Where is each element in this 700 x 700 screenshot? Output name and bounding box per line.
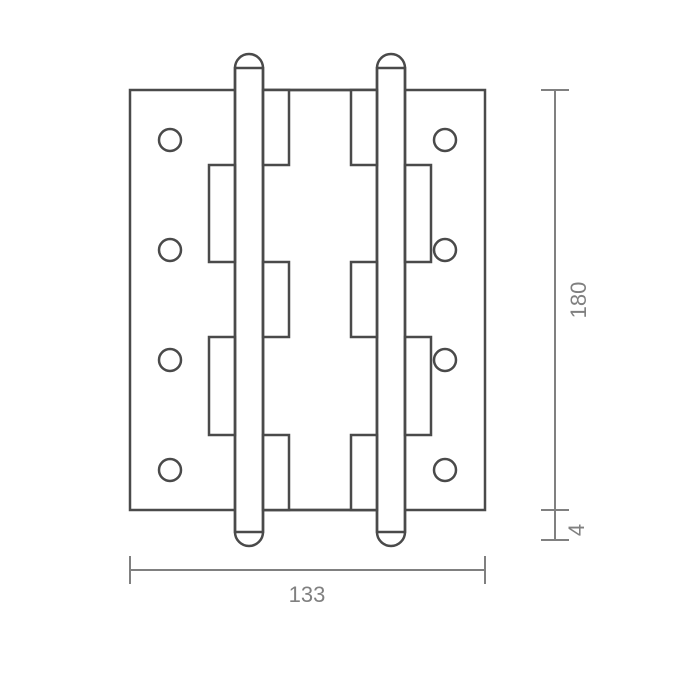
knuckle-notch-2 bbox=[209, 337, 235, 435]
screw-hole-left-2 bbox=[159, 239, 181, 261]
knuckle-notch-4 bbox=[405, 337, 431, 435]
barrel-2 bbox=[377, 68, 405, 532]
screw-hole-right-1 bbox=[434, 129, 456, 151]
barrel-2-bottom-finial bbox=[377, 532, 405, 546]
knuckle-notch-3 bbox=[405, 165, 431, 262]
dimension-height-label: 180 bbox=[566, 282, 591, 319]
screw-hole-left-1 bbox=[159, 129, 181, 151]
dimension-width-label: 133 bbox=[289, 582, 326, 607]
screw-hole-right-3 bbox=[434, 349, 456, 371]
barrel-1-bottom-finial bbox=[235, 532, 263, 546]
screw-hole-right-4 bbox=[434, 459, 456, 481]
barrel-1-top-finial bbox=[235, 54, 263, 68]
hinge-technical-drawing: 133 180 4 bbox=[0, 0, 700, 700]
screw-hole-left-3 bbox=[159, 349, 181, 371]
barrel-1 bbox=[235, 68, 263, 532]
knuckle-tab-1 bbox=[263, 90, 289, 165]
knuckle-tab-6 bbox=[351, 435, 377, 510]
knuckle-notch-1 bbox=[209, 165, 235, 262]
screw-hole-left-4 bbox=[159, 459, 181, 481]
knuckle-tab-4 bbox=[351, 90, 377, 165]
dimension-thickness-label: 4 bbox=[564, 524, 589, 536]
knuckle-tab-3 bbox=[263, 435, 289, 510]
screw-hole-right-2 bbox=[434, 239, 456, 261]
barrel-2-top-finial bbox=[377, 54, 405, 68]
knuckle-tab-2 bbox=[263, 262, 289, 337]
knuckle-tab-5 bbox=[351, 262, 377, 337]
hinge-plate-outline bbox=[130, 90, 485, 510]
